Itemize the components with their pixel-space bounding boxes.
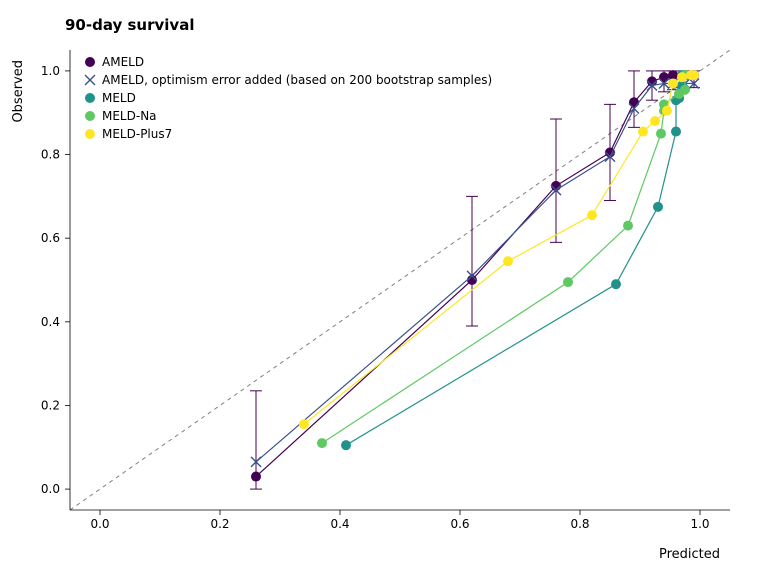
legend-label: AMELD, optimism error added (based on 20… <box>102 73 492 87</box>
data-point <box>299 419 309 429</box>
data-point <box>680 85 690 95</box>
x-tick-label: 0.4 <box>330 517 349 531</box>
data-point <box>341 440 351 450</box>
data-point <box>251 472 261 482</box>
data-point <box>611 279 621 289</box>
legend-label: AMELD <box>102 55 144 69</box>
data-point <box>677 72 687 82</box>
legend-label: MELD <box>102 91 136 105</box>
data-point <box>671 127 681 137</box>
calibration-chart: 0.0 0.2 0.4 0.6 0.8 1.0 0.0 0.2 0.4 0.6 0.8 1.0 90-d… <box>0 0 768 576</box>
legend-label: MELD-Plus7 <box>102 127 172 141</box>
legend-marker <box>85 129 95 139</box>
legend-label: MELD-Na <box>102 109 157 123</box>
y-tick-label: 0.4 <box>41 315 60 329</box>
data-point <box>317 438 327 448</box>
legend-marker <box>85 111 95 121</box>
data-point <box>689 70 699 80</box>
data-point <box>653 202 663 212</box>
x-tick-label: 1.0 <box>690 517 709 531</box>
data-point <box>662 106 672 116</box>
x-axis-label: Predicted <box>659 547 720 562</box>
x-tick-label: 0.6 <box>450 517 469 531</box>
x-tick-label: 0.8 <box>570 517 589 531</box>
chart-title: 90-day survival <box>65 16 194 34</box>
y-tick-label: 1.0 <box>41 64 60 78</box>
data-point <box>623 221 633 231</box>
data-point <box>563 277 573 287</box>
y-tick-label: 0.0 <box>41 482 60 496</box>
x-tick-label: 0.2 <box>210 517 229 531</box>
data-point <box>650 116 660 126</box>
y-axis-label: Observed <box>11 60 26 123</box>
legend-marker <box>85 57 95 67</box>
y-tick-label: 0.2 <box>41 398 60 412</box>
legend-marker <box>85 93 95 103</box>
data-point <box>668 78 678 88</box>
data-point <box>638 127 648 137</box>
x-tick-label: 0.0 <box>90 517 109 531</box>
data-point <box>587 210 597 220</box>
chart-container: 0.0 0.2 0.4 0.6 0.8 1.0 0.0 0.2 0.4 0.6 0.8 1.0 90-d… <box>0 0 768 576</box>
y-tick-label: 0.6 <box>41 231 60 245</box>
data-point <box>503 256 513 266</box>
y-tick-label: 0.8 <box>41 148 60 162</box>
data-point <box>656 129 666 139</box>
